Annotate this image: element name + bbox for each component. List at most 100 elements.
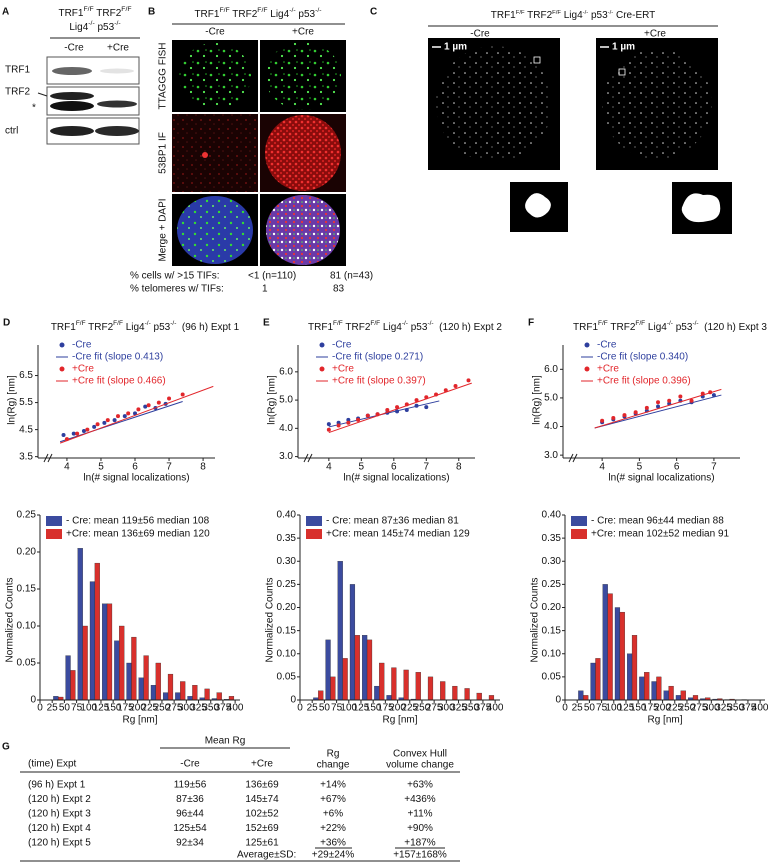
x-tick-label: 6 (674, 462, 680, 473)
y-tick-label: 0.15 (542, 625, 562, 636)
title-part: TRF1 (573, 322, 598, 333)
data-point (633, 410, 638, 415)
column-label: -Cre (64, 43, 84, 54)
average-value: +157±168% (393, 850, 447, 861)
legend-swatch (46, 529, 62, 539)
histogram-bar (180, 681, 186, 701)
x-tick-label: 250 (414, 703, 431, 714)
stat-value: 81 (n=43) (330, 271, 373, 282)
axis-break (568, 453, 578, 463)
histogram-bar (349, 584, 356, 701)
histogram-bar (318, 690, 324, 701)
x-tick-label: 250 (154, 703, 171, 714)
histogram-bar (228, 696, 235, 701)
column-label: +Cre (292, 27, 314, 38)
data-point (336, 420, 341, 425)
histogram-bar (680, 690, 686, 701)
data-point (365, 413, 370, 418)
data-point (443, 388, 448, 393)
x-tick-label: 50 (319, 703, 331, 714)
x-tick-label: 225 (141, 703, 158, 714)
histogram-bar (595, 658, 601, 701)
panel-letter: F (528, 318, 534, 329)
fit-line (594, 388, 722, 429)
histogram-bar (692, 695, 699, 701)
x-axis-label: ln(# signal localizations) (608, 473, 714, 484)
x-tick-label: 375 (475, 703, 492, 714)
data-point (656, 404, 661, 409)
x-tick-label: 75 (71, 703, 83, 714)
column-header: Convex Hull (393, 749, 447, 760)
histogram-bar (354, 635, 360, 701)
data-point (115, 414, 120, 419)
y-tick-label: 0.40 (542, 510, 562, 521)
fit-line (59, 401, 183, 443)
data-point (156, 400, 161, 405)
y-tick-label: 0.10 (277, 648, 297, 659)
column-header: -Cre (180, 759, 200, 770)
x-tick-label: 25 (47, 703, 59, 714)
superscript: -/- (114, 20, 120, 27)
column-header: change (317, 760, 350, 771)
chart-title: TRF1F/F TRF2F/F Lig4-/- p53-/- (96 h) Ex… (51, 320, 240, 332)
histogram-bar (386, 695, 392, 701)
x-tick-label: 25 (307, 703, 319, 714)
x-tick-label: 75 (331, 703, 343, 714)
data-point (61, 433, 66, 438)
x-tick-label: 275 (426, 703, 443, 714)
legend-marker (584, 342, 590, 348)
legend-label: +Cre: mean 102±52 median 91 (591, 529, 730, 540)
panel-letter: A (2, 7, 9, 18)
data-point (689, 398, 694, 403)
data-point (326, 422, 331, 427)
title-part: p53 (588, 10, 608, 21)
y-tick-label: 0.25 (17, 510, 37, 521)
data-point (167, 396, 172, 401)
panel-letter: D (3, 318, 10, 329)
histogram-bar (668, 685, 674, 701)
histogram-bar (89, 581, 96, 701)
data-point (136, 407, 141, 412)
data-point (424, 405, 429, 410)
y-tick-label: 0.05 (17, 658, 37, 669)
data-point (326, 427, 331, 432)
row-label: TTAGGG FISH (158, 42, 169, 109)
table-cell: +90% (407, 823, 433, 834)
x-tick-label: 400 (227, 703, 244, 714)
axis-break (43, 453, 53, 463)
y-tick-label: 5.0 (544, 393, 558, 404)
histogram-bar (70, 670, 76, 701)
x-tick-label: 50 (584, 703, 596, 714)
data-point (453, 383, 458, 388)
x-tick-label: 0 (37, 703, 43, 714)
table-cell: 125±61 (245, 838, 279, 849)
superscript: -/- (427, 320, 433, 327)
title-part: Lig4 (123, 322, 145, 333)
legend-label: -Cre fit (slope 0.271) (332, 352, 423, 363)
histogram-bar (415, 672, 421, 701)
title-part: TRF1 (51, 322, 76, 333)
superscript: -/- (402, 320, 408, 327)
x-tick-label: 225 (666, 703, 683, 714)
histogram-bar (204, 688, 210, 701)
table-cell: 145±74 (245, 794, 279, 805)
histogram-bar (391, 667, 397, 701)
superscript: F/F (516, 10, 525, 16)
column-label: +Cre (644, 29, 666, 40)
fit-line (59, 385, 214, 444)
title-part: TRF2 (608, 322, 636, 333)
superscript: -/- (583, 10, 589, 16)
histogram-bar (65, 655, 71, 701)
title-part: (96 h) Expt 1 (176, 322, 239, 333)
data-point (95, 422, 100, 427)
legend-label: +Cre fit (slope 0.397) (332, 376, 426, 387)
histogram-bar (216, 692, 222, 701)
header: TRF1F/F TRF2F/F Lig4-/- p53-/- (194, 7, 321, 19)
superscript: F/F (121, 6, 131, 13)
histogram-bar (602, 584, 608, 701)
x-tick-label: 325 (190, 703, 207, 714)
table-cell: 87±36 (176, 794, 204, 805)
data-point (75, 431, 80, 436)
x-tick-label: 5 (637, 462, 643, 473)
y-tick-label: 0.20 (542, 602, 562, 613)
